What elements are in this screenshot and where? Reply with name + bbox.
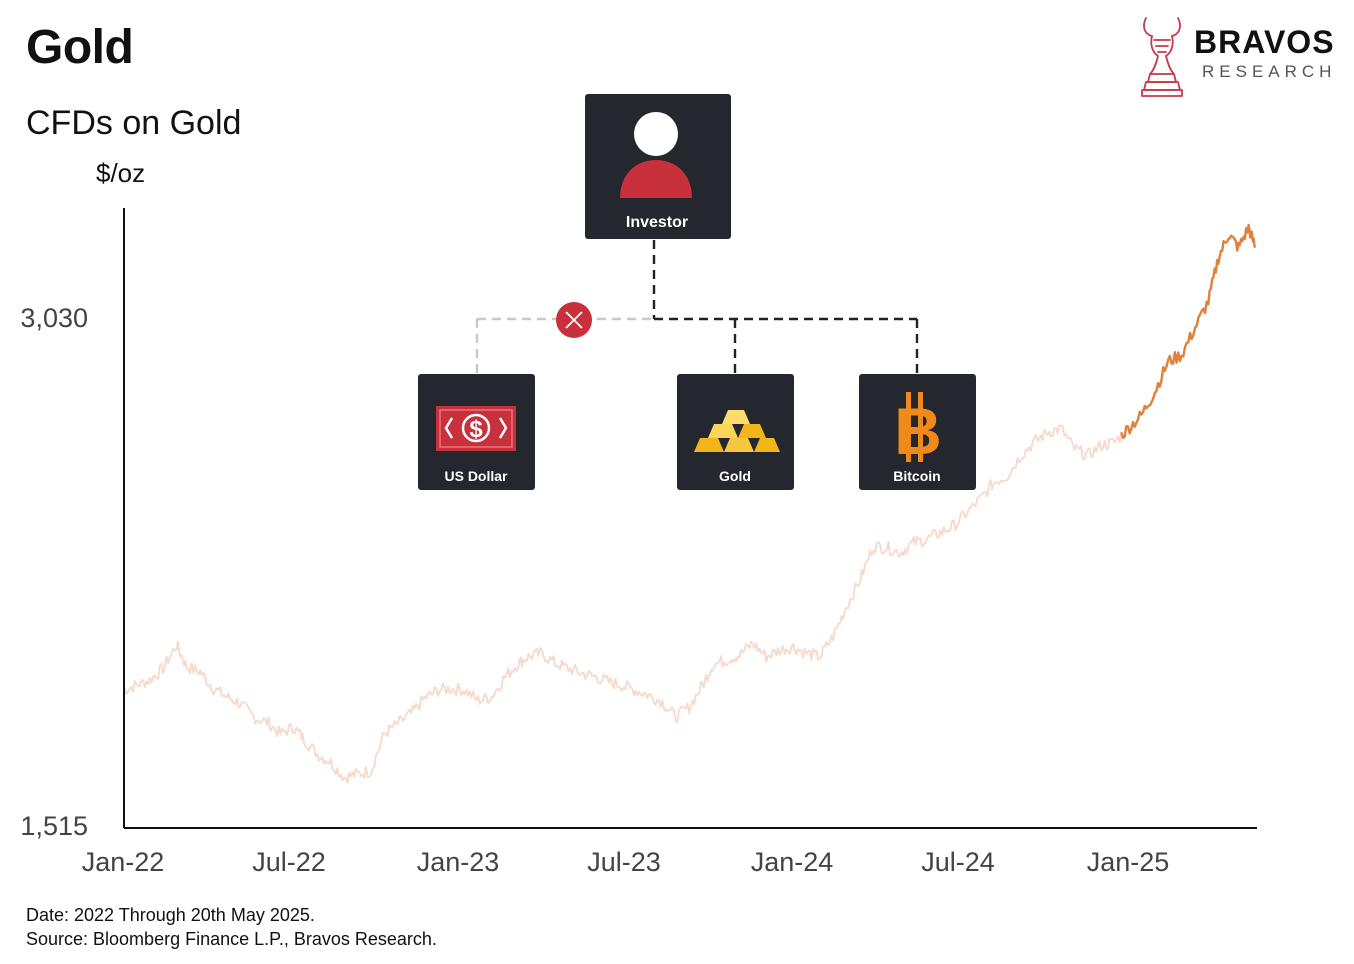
asset-node-us-dollar: $ US Dollar <box>418 374 535 490</box>
y-tick-label: 3,030 <box>20 303 88 333</box>
x-tick-label: Jan-24 <box>751 847 834 877</box>
series-layer <box>122 223 1257 784</box>
gold-bars-icon <box>694 410 780 452</box>
svg-text:$: $ <box>469 416 483 443</box>
x-tick-label: Jan-25 <box>1087 847 1170 877</box>
y-tick-label: 1,515 <box>20 811 88 841</box>
dollar-bill-icon: $ <box>436 406 516 451</box>
y-tick-labels: 3,030 1,515 <box>20 303 88 841</box>
brand-subtitle: RESEARCH <box>1202 62 1337 81</box>
investor-label: Investor <box>626 214 688 231</box>
chart-subtitle: CFDs on Gold <box>26 104 242 142</box>
page-title: Gold <box>26 21 134 74</box>
x-tick-label: Jan-22 <box>82 847 165 877</box>
person-icon <box>620 112 692 198</box>
bitcoin-label: Bitcoin <box>893 468 940 484</box>
x-tick-label: Jan-23 <box>417 847 500 877</box>
bull-knight-icon <box>1141 17 1183 97</box>
footer-source: Source: Bloomberg Finance L.P., Bravos R… <box>26 929 437 949</box>
footer-date: Date: 2022 Through 20th May 2025. <box>26 905 315 925</box>
x-tick-label: Jul-23 <box>587 847 661 877</box>
gold-price-line-faded <box>122 424 1124 784</box>
x-tick-labels: Jan-22 Jul-22 Jan-23 Jul-23 Jan-24 Jul-24 Jan-… <box>82 847 1170 877</box>
cross-mark-icon <box>556 302 592 338</box>
investor-node: Investor <box>585 94 731 239</box>
asset-node-bitcoin: B Bitcoin <box>859 374 976 490</box>
x-tick-label: Jul-22 <box>252 847 326 877</box>
asset-node-gold: Gold <box>677 374 794 490</box>
brand-name: BRAVOS <box>1194 24 1335 60</box>
gold-price-line-highlight <box>1120 223 1257 440</box>
bitcoin-icon: B <box>894 392 942 468</box>
gold-label: Gold <box>719 468 751 484</box>
us-dollar-label: US Dollar <box>444 468 508 484</box>
x-tick-label: Jul-24 <box>921 847 995 877</box>
y-axis-unit: $/oz <box>96 158 146 188</box>
brand-logo: BRAVOS RESEARCH <box>1136 12 1346 102</box>
allocation-diagram: Investor $ US Dollar <box>418 94 976 490</box>
